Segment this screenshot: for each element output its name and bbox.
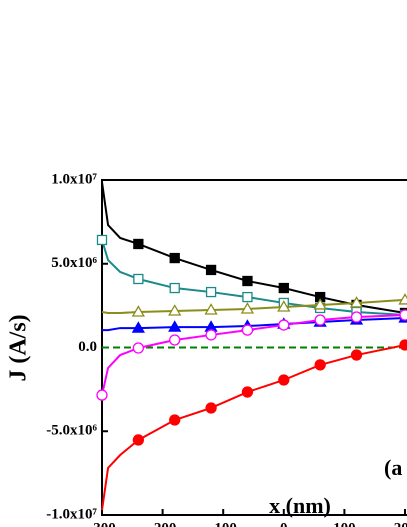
marker <box>278 282 289 294</box>
marker <box>205 286 217 298</box>
marker <box>168 304 182 316</box>
marker <box>240 302 255 314</box>
marker <box>131 305 145 317</box>
marker <box>168 320 182 332</box>
marker <box>277 300 291 312</box>
marker <box>350 311 363 323</box>
marker <box>131 321 145 333</box>
x-tick-label: -200 <box>149 520 177 527</box>
marker <box>314 359 326 371</box>
marker <box>241 324 254 336</box>
marker <box>399 309 407 321</box>
marker <box>133 238 144 250</box>
marker <box>96 389 108 401</box>
marker <box>314 314 326 326</box>
marker <box>133 273 144 285</box>
x-tick-label: 100 <box>333 520 356 527</box>
series-line <box>101 182 406 314</box>
annotation: (a <box>384 455 402 480</box>
y-axis-label: J (A/s) <box>6 314 32 381</box>
marker <box>169 334 181 346</box>
y-tick-label: 5.0x10⁶ <box>51 255 97 271</box>
marker <box>132 342 145 354</box>
marker <box>169 414 181 426</box>
marker <box>132 434 145 446</box>
marker <box>96 234 108 246</box>
x-axis-label: x (nm) <box>269 493 331 518</box>
marker <box>398 293 407 305</box>
marker <box>205 264 217 276</box>
x-tick-label: 200 <box>394 520 407 527</box>
y-tick-label: -1.0x10⁷ <box>46 506 97 522</box>
marker <box>278 319 290 331</box>
marker <box>205 329 217 341</box>
marker <box>313 298 327 310</box>
series-line <box>101 344 406 511</box>
marker <box>169 282 180 294</box>
marker <box>204 303 218 315</box>
x-tick-label: -300 <box>88 520 116 527</box>
y-tick-label: 0.0 <box>78 339 97 355</box>
y-tick-label: 1.0x10⁷ <box>51 171 97 187</box>
marker <box>350 349 363 361</box>
marker <box>169 252 180 264</box>
marker <box>205 402 217 414</box>
x-tick-label: 0 <box>280 520 288 527</box>
marker <box>242 275 253 287</box>
marker <box>399 339 407 351</box>
marker <box>278 374 290 386</box>
y-tick-label: -5.0x10⁶ <box>46 423 97 439</box>
marker <box>241 386 254 398</box>
marker <box>242 291 253 303</box>
marker <box>349 296 364 308</box>
x-tick-label: -100 <box>209 520 237 527</box>
